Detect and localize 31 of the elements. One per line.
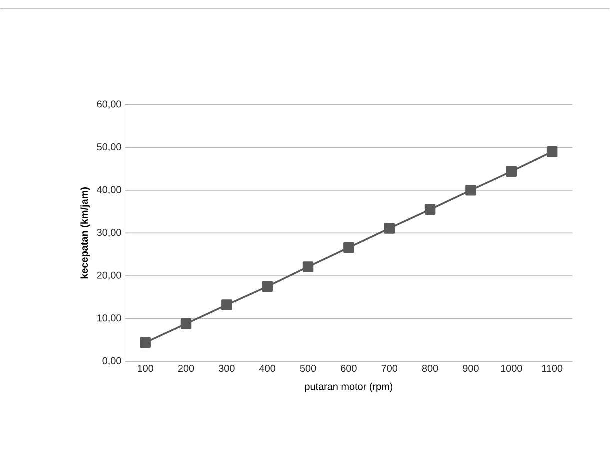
point [466,184,476,196]
x-tick-label: 200 [178,364,194,372]
y-tick-label: 10,00 [98,314,122,323]
x-tick-label: 900 [463,364,479,372]
y-tick-label: 40,00 [97,186,122,194]
point [344,242,354,253]
x-tick-label: 500 [300,364,316,372]
point [140,337,151,348]
point [546,146,558,158]
x-tick-label: 600 [341,364,357,372]
y-tick-label: 30,00 [97,228,122,238]
y-tick-label: 0,00 [102,357,122,366]
y-tick-label: 60,00 [97,100,122,109]
x-tick-label: 800 [422,364,438,372]
point [180,318,192,330]
y-tick-label: 50,00 [97,143,122,152]
y-tick-label: 20,00 [97,272,122,280]
x-tick-label: 1000 [501,364,522,372]
x-tick-label: 1100 [542,364,563,372]
point [384,222,395,234]
point [302,261,314,272]
x-tick-label: 300 [218,364,235,372]
x-tick-label: 700 [382,364,398,372]
point [506,166,518,177]
point [262,281,273,292]
point [222,299,232,310]
x-tick-label: 400 [260,364,276,372]
y-axis-title: kecepatan (km/jam) [80,187,90,278]
x-axis-title: putaran motor (rpm) [305,382,393,392]
point [424,204,436,215]
x-tick-label: 100 [138,364,154,372]
